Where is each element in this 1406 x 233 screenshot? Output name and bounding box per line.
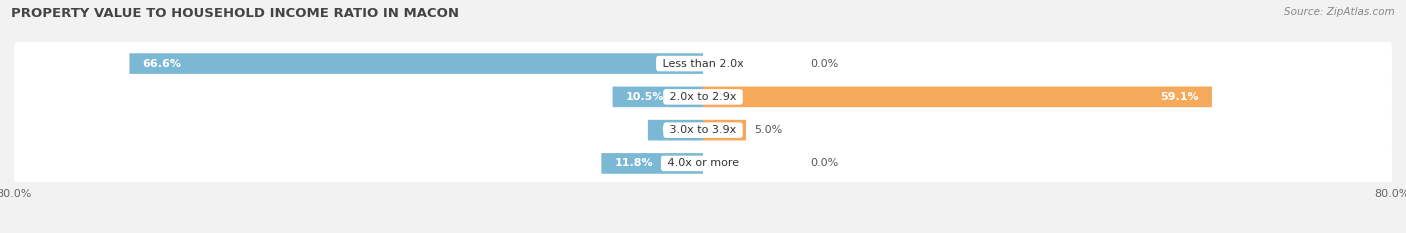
Text: 3.0x to 3.9x: 3.0x to 3.9x [666, 125, 740, 135]
FancyBboxPatch shape [129, 53, 703, 74]
Text: 10.5%: 10.5% [626, 92, 664, 102]
FancyBboxPatch shape [613, 86, 703, 107]
Text: 0.0%: 0.0% [811, 158, 839, 168]
FancyBboxPatch shape [14, 41, 1392, 86]
Text: 2.0x to 2.9x: 2.0x to 2.9x [666, 92, 740, 102]
Text: 4.0x or more: 4.0x or more [664, 158, 742, 168]
Text: Source: ZipAtlas.com: Source: ZipAtlas.com [1284, 7, 1395, 17]
Text: PROPERTY VALUE TO HOUSEHOLD INCOME RATIO IN MACON: PROPERTY VALUE TO HOUSEHOLD INCOME RATIO… [11, 7, 460, 20]
Text: 59.1%: 59.1% [1160, 92, 1199, 102]
FancyBboxPatch shape [703, 86, 1212, 107]
Text: 66.6%: 66.6% [142, 58, 181, 69]
FancyBboxPatch shape [648, 120, 703, 140]
Text: Less than 2.0x: Less than 2.0x [659, 58, 747, 69]
Text: 0.0%: 0.0% [811, 58, 839, 69]
Text: 5.0%: 5.0% [755, 125, 783, 135]
FancyBboxPatch shape [14, 141, 1392, 186]
FancyBboxPatch shape [14, 75, 1392, 119]
Text: 11.8%: 11.8% [614, 158, 652, 168]
FancyBboxPatch shape [14, 108, 1392, 152]
Text: 6.4%: 6.4% [661, 125, 692, 135]
FancyBboxPatch shape [602, 153, 703, 174]
FancyBboxPatch shape [703, 120, 747, 140]
